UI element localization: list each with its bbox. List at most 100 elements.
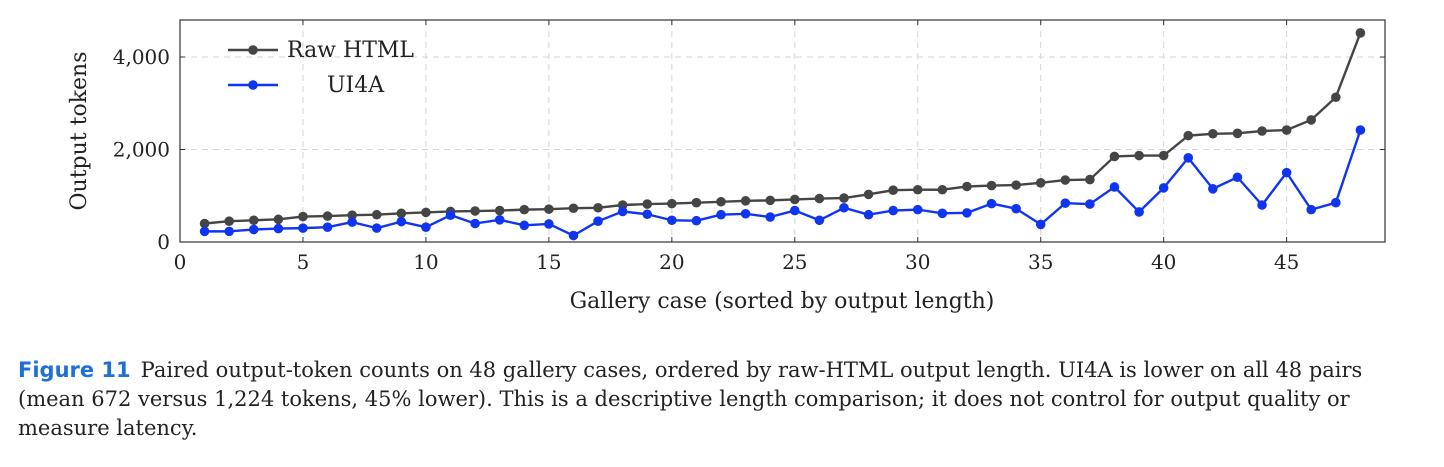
data-point-raw-html	[765, 195, 776, 206]
data-point-ui4a	[494, 215, 505, 225]
data-point-ui4a	[1306, 204, 1317, 215]
data-point-raw-html	[1281, 125, 1292, 135]
data-point-ui4a	[421, 222, 431, 232]
data-point-raw-html	[568, 203, 579, 214]
data-point-raw-html	[593, 202, 603, 213]
data-point-ui4a	[888, 205, 898, 216]
data-point-raw-html	[839, 193, 849, 203]
data-point-ui4a	[667, 215, 677, 226]
figure-caption: Figure 11 Paired output-token counts on 4…	[18, 356, 1428, 443]
data-point-ui4a	[593, 216, 603, 226]
data-point-ui4a	[740, 208, 751, 219]
data-point-ui4a	[789, 205, 800, 216]
data-point-ui4a	[863, 209, 874, 220]
axis-ticks: 0 5 10 15 20 25 30 35 40 45 0 2,000 4,000	[113, 20, 1385, 274]
data-point-ui4a	[617, 206, 628, 217]
data-point-raw-html	[273, 214, 284, 225]
data-point-raw-html	[962, 181, 972, 192]
data-point-ui4a	[1208, 184, 1218, 194]
data-point-raw-html	[1208, 128, 1218, 139]
data-point-ui4a	[962, 208, 972, 218]
data-point-raw-html	[396, 208, 407, 219]
data-point-raw-html	[494, 205, 505, 216]
data-point-ui4a	[1355, 125, 1366, 135]
y-tick-label: 0	[157, 230, 170, 254]
x-tick-label: 25	[782, 250, 807, 274]
data-point-raw-html	[1355, 28, 1366, 38]
y-tick-label: 4,000	[113, 45, 170, 69]
x-tick-label: 40	[1151, 250, 1176, 274]
data-point-ui4a	[224, 226, 234, 237]
data-point-raw-html	[224, 216, 234, 226]
x-tick-label: 10	[413, 250, 438, 274]
data-point-ui4a	[1060, 198, 1071, 208]
data-point-ui4a	[396, 216, 407, 227]
y-axis-label: Output tokens	[67, 51, 92, 210]
data-point-raw-html	[1183, 130, 1194, 141]
data-point-raw-html	[371, 209, 382, 220]
legend: Raw HTML UI4A	[228, 38, 414, 98]
figure-label: Figure 11	[18, 358, 131, 382]
data-point-raw-html	[667, 198, 677, 209]
x-tick-label: 35	[1028, 250, 1053, 274]
data-point-raw-html	[1060, 175, 1071, 185]
data-point-ui4a	[445, 210, 456, 220]
data-point-ui4a	[544, 219, 554, 229]
data-point-raw-html	[912, 184, 923, 195]
data-point-ui4a	[937, 208, 948, 219]
data-point-raw-html	[1257, 126, 1267, 136]
data-point-ui4a	[248, 224, 259, 235]
data-point-ui4a	[298, 223, 308, 233]
x-tick-label: 45	[1274, 250, 1299, 274]
line-chart: 0 5 10 15 20 25 30 35 40 45 0 2,000 4,000 Gallery ca…	[67, 19, 1386, 314]
data-point-ui4a	[986, 198, 997, 209]
data-point-ui4a	[1109, 182, 1120, 192]
data-point-raw-html	[888, 185, 898, 195]
data-point-raw-html	[298, 211, 308, 222]
x-tick-label: 30	[905, 250, 930, 274]
legend-label: Raw HTML	[287, 38, 414, 63]
data-point-raw-html	[1158, 150, 1169, 161]
data-point-raw-html	[937, 184, 948, 195]
data-point-raw-html	[1011, 180, 1021, 190]
grid	[180, 20, 1385, 242]
data-point-raw-html	[1134, 150, 1144, 161]
legend-marker	[248, 45, 258, 55]
data-point-raw-html	[199, 218, 210, 229]
data-point-raw-html	[519, 204, 530, 215]
data-point-ui4a	[1085, 199, 1095, 209]
series-raw-html	[199, 28, 1366, 229]
data-point-ui4a	[1011, 203, 1021, 214]
data-point-raw-html	[1085, 174, 1095, 185]
data-point-raw-html	[789, 194, 800, 205]
data-point-ui4a	[1331, 197, 1341, 208]
data-point-ui4a	[519, 220, 530, 231]
legend-item-raw-html: Raw HTML	[228, 38, 414, 63]
plot-frame	[179, 19, 1386, 243]
data-point-ui4a	[765, 212, 776, 222]
data-point-raw-html	[421, 207, 431, 218]
data-point-raw-html	[544, 204, 554, 214]
data-point-raw-html	[716, 196, 726, 207]
x-tick-label: 20	[659, 250, 684, 274]
data-point-raw-html	[863, 189, 874, 200]
data-point-raw-html	[740, 196, 751, 206]
data-point-ui4a	[691, 215, 702, 226]
x-tick-label: 15	[536, 250, 561, 274]
data-point-ui4a	[1281, 167, 1292, 178]
legend-item-ui4a: UI4A	[228, 73, 385, 98]
data-point-ui4a	[1257, 200, 1267, 210]
data-point-ui4a	[199, 226, 210, 237]
data-point-raw-html	[1109, 151, 1120, 162]
data-point-ui4a	[322, 222, 333, 232]
data-point-ui4a	[470, 218, 480, 229]
data-point-raw-html	[1306, 115, 1317, 125]
data-point-raw-html	[470, 206, 480, 216]
x-tick-label: 0	[174, 250, 187, 274]
data-point-raw-html	[986, 180, 997, 191]
data-point-ui4a	[371, 223, 382, 233]
x-tick-label: 5	[297, 250, 310, 274]
data-point-ui4a	[347, 217, 357, 227]
data-point-ui4a	[642, 209, 653, 220]
